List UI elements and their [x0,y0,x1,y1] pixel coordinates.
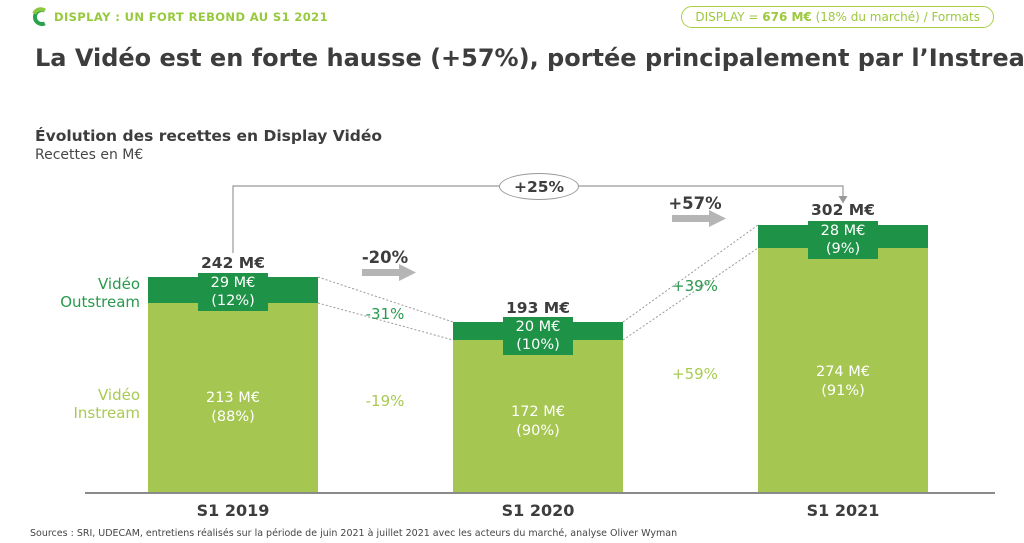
headline-part: , portée principalement par l’Instream [529,44,1024,72]
page-title: La Vidéo est en forte hausse (+57%), por… [35,44,1024,72]
instream-share: (90%) [516,423,560,439]
outstream-share: (12%) [211,293,255,309]
badge-value: 676 M€ [762,10,812,24]
headline-emphasis: forte hausse (+57%) [251,44,530,72]
instream-label-s1-2019: 213 M€ (88%) [148,389,318,427]
outstream-value: 28 M€ [820,223,866,239]
bar-s1-2019-instream [148,303,318,492]
total-label-s1-2021: 302 M€ [811,201,875,219]
total-label-s1-2020: 193 M€ [506,299,570,317]
growth-total-2020-2021: +57% [668,194,722,213]
outstream-share: (9%) [825,241,861,257]
kicker-label: DISPLAY : UN FORT REBOND AU S1 2021 [54,10,328,24]
growth-instream-2020-2021: +59% [672,365,718,383]
growth-instream-2019-2020: -19% [365,392,405,410]
legend-instream: Vidéo Instream [73,386,141,422]
bar-s1-2021-instream [758,248,928,492]
outstream-share: (10%) [516,337,560,353]
instream-value: 274 M€ [815,364,871,380]
bar-s1-2020-instream [453,340,623,492]
brand-crescent-icon [32,7,46,26]
instream-label-s1-2021: 274 M€ (91%) [758,363,928,401]
growth-outstream-2020-2021: +39% [672,277,718,295]
badge-suffix: (18% du marché) / Formats [811,10,980,24]
category-label-s1-2021: S1 2021 [806,501,880,520]
growth-total-2019-2020: -20% [361,248,409,267]
headline-emphasis: Vidéo [74,44,152,72]
growth-total-2019-2021-oval: +25% [499,173,579,200]
outstream-value: 20 M€ [515,319,561,335]
growth-outstream-2019-2020: -31% [365,305,405,323]
kicker: DISPLAY : UN FORT REBOND AU S1 2021 [30,7,328,27]
x-axis-line [85,492,995,494]
outstream-label-s1-2021: 28 M€ (9%) [808,221,878,259]
instream-share: (88%) [211,409,255,425]
instream-label-s1-2020: 172 M€ (90%) [453,403,623,441]
legend-outstream: Vidéo Outstream [60,275,140,311]
instream-value: 213 M€ [205,390,261,406]
chart-title: Évolution des recettes en Display Vidéo [35,127,383,145]
display-total-badge: DISPLAY = 676 M€ (18% du marché) / Forma… [681,6,994,28]
category-label-s1-2020: S1 2020 [501,501,575,520]
source-note: Sources : SRI, UDECAM, entretiens réalis… [30,528,678,539]
outstream-value: 29 M€ [210,275,256,291]
headline-part: La [35,44,75,72]
outstream-label-s1-2020: 20 M€ (10%) [503,317,573,355]
category-label-s1-2019: S1 2019 [196,501,270,520]
outstream-label-s1-2019: 29 M€ (12%) [198,273,268,311]
headline-part: est en [151,44,252,72]
instream-share: (91%) [821,383,865,399]
instream-value: 172 M€ [510,404,566,420]
badge-prefix: DISPLAY = [695,10,763,24]
total-label-s1-2019: 242 M€ [201,254,265,272]
chart-subtitle: Recettes en M€ [35,147,144,163]
